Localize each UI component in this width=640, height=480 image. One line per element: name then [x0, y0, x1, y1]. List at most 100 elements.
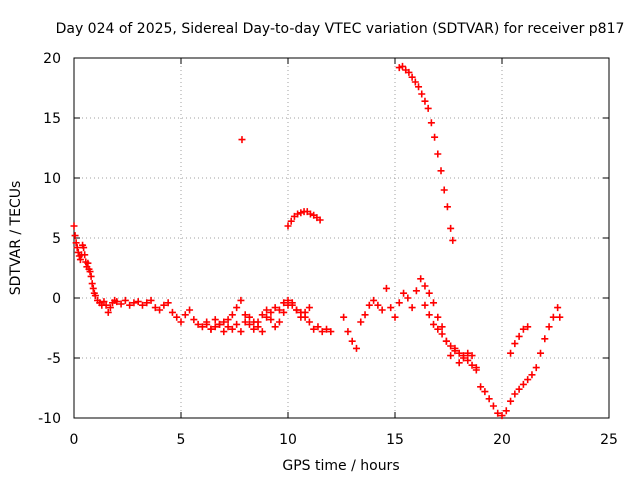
data-point: [143, 299, 151, 307]
y-tick-label: 5: [52, 231, 61, 247]
data-point: [430, 299, 438, 307]
data-point: [258, 311, 266, 319]
data-point: [447, 224, 455, 232]
data-point: [241, 318, 249, 326]
data-point: [73, 244, 81, 252]
data-point: [294, 210, 302, 218]
data-point: [190, 316, 198, 324]
data-point: [352, 344, 360, 352]
data-point: [421, 282, 429, 290]
data-point: [237, 296, 245, 304]
data-point: [519, 380, 527, 388]
data-point: [80, 244, 88, 252]
data-point: [387, 304, 395, 312]
data-point: [316, 216, 324, 224]
data-point: [70, 222, 78, 230]
data-marks: [70, 62, 564, 420]
data-point: [411, 78, 419, 86]
data-point: [468, 352, 476, 360]
data-point: [203, 320, 211, 328]
data-point: [556, 313, 564, 321]
data-point: [160, 301, 168, 309]
data-point: [258, 328, 266, 336]
data-point: [434, 325, 442, 333]
y-tick-labels: -10 -5 0 5 10 15 20: [38, 51, 61, 427]
data-point: [314, 323, 322, 331]
data-point: [395, 64, 403, 72]
data-point: [71, 232, 79, 240]
data-point: [357, 318, 365, 326]
data-point: [464, 349, 472, 357]
data-point: [459, 352, 467, 360]
data-point: [515, 332, 523, 340]
data-point: [340, 313, 348, 321]
data-point: [280, 299, 288, 307]
x-tick-label: 20: [493, 432, 511, 448]
data-point: [382, 284, 390, 292]
data-point: [84, 259, 92, 267]
data-point: [365, 301, 373, 309]
x-tick-label: 0: [70, 432, 79, 448]
data-point: [194, 320, 202, 328]
data-point: [323, 325, 331, 333]
data-point: [449, 236, 457, 244]
data-point: [443, 203, 451, 211]
data-point: [117, 300, 125, 308]
data-point: [348, 337, 356, 345]
data-point: [549, 313, 557, 321]
data-point: [245, 313, 253, 321]
data-point: [237, 328, 245, 336]
data-point: [271, 304, 279, 312]
data-point: [267, 316, 275, 324]
x-tick-label: 25: [600, 432, 618, 448]
data-point: [271, 323, 279, 331]
y-tick-label: -5: [47, 351, 61, 367]
data-point: [502, 407, 510, 415]
data-point: [370, 296, 378, 304]
data-point: [113, 298, 121, 306]
data-point: [220, 328, 228, 336]
data-point: [477, 383, 485, 391]
data-point: [224, 316, 232, 324]
data-point: [451, 347, 459, 355]
data-point: [405, 68, 413, 76]
data-point: [447, 342, 455, 350]
data-point: [102, 301, 110, 309]
data-point: [395, 299, 403, 307]
x-tick-label: 15: [386, 432, 404, 448]
data-point: [81, 251, 89, 259]
data-point: [104, 308, 112, 316]
data-point: [481, 388, 489, 396]
data-point: [164, 299, 172, 307]
data-point: [280, 308, 288, 316]
data-point: [408, 73, 416, 81]
data-point: [485, 395, 493, 403]
x-tick-labels: 0 5 10 15 20 25: [70, 432, 618, 448]
data-point: [438, 330, 446, 338]
series-sdtvar-branch: [203, 296, 313, 333]
series-sdtvar-arc-10: [284, 208, 324, 230]
data-point: [76, 256, 84, 264]
series-sdtvar-lower-branch: [421, 301, 480, 372]
data-point: [507, 349, 515, 357]
data-point: [88, 280, 96, 288]
data-point: [250, 325, 258, 333]
y-tick-label: 10: [43, 171, 61, 187]
data-point: [89, 284, 97, 292]
data-point: [442, 337, 450, 345]
data-point: [415, 83, 423, 91]
data-point: [275, 318, 283, 326]
data-point: [233, 320, 241, 328]
data-point: [417, 275, 425, 283]
data-point: [515, 385, 523, 393]
data-point: [305, 318, 313, 326]
series-sdtvar-drop-15: [395, 62, 457, 244]
data-point: [498, 412, 506, 420]
data-point: [425, 311, 433, 319]
data-point: [310, 325, 318, 333]
data-point: [156, 306, 164, 314]
data-point: [87, 272, 95, 280]
series-sdtvar-isolated: [238, 136, 246, 144]
chart-title: Day 024 of 2025, Sidereal Day-to-day VTE…: [56, 21, 625, 37]
